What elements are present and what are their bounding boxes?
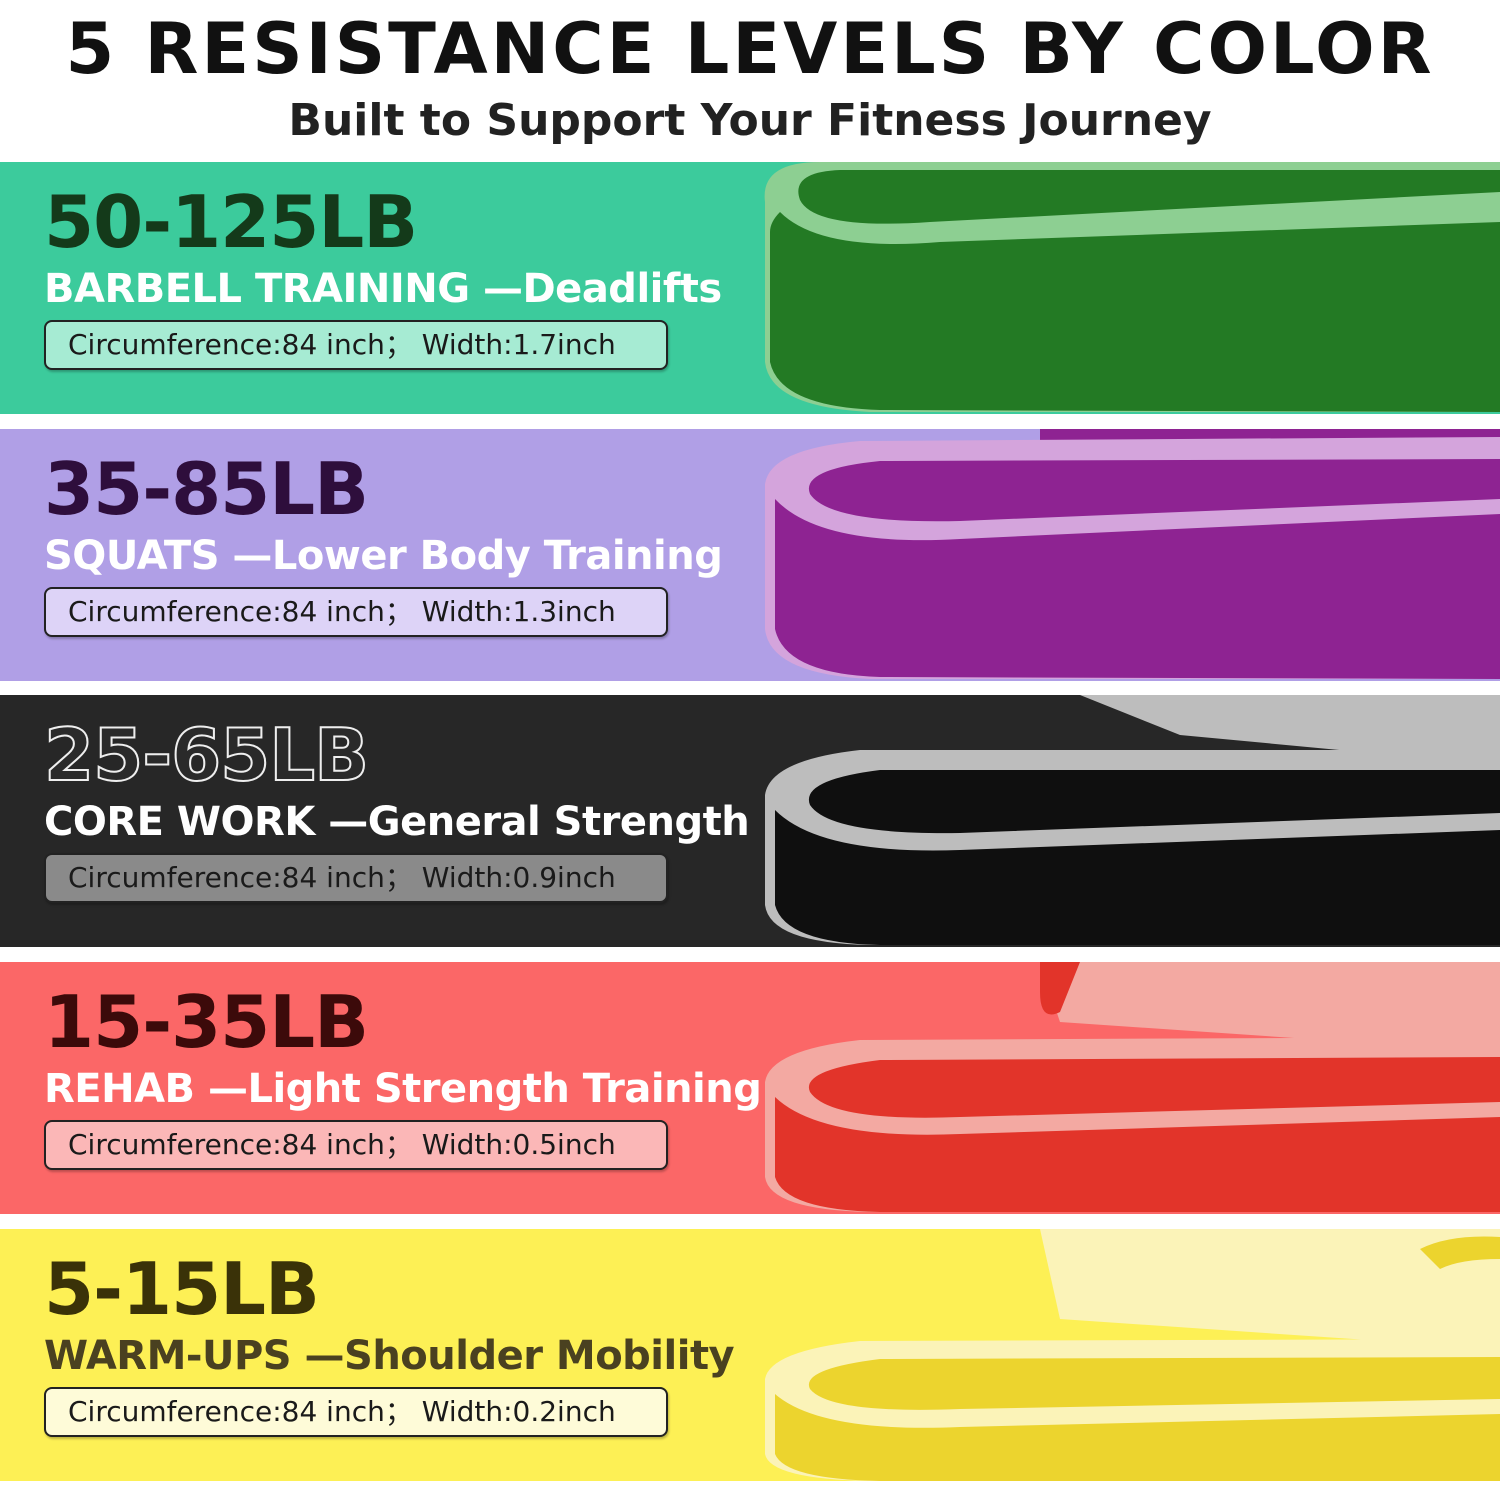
training-use: REHAB —Light Strength Training [44,1066,762,1112]
red-band-illustration [0,962,1500,1214]
weight-range: 35-85LB [44,447,369,531]
training-use: BARBELL TRAINING —Deadlifts [44,266,722,312]
page-title: 5 RESISTANCE LEVELS BY COLOR [65,8,1435,90]
training-use: SQUATS —Lower Body Training [44,533,723,579]
weight-range: 15-35LB [44,980,369,1064]
size-spec: Circumference:84 inch； Width:0.2inch [44,1387,668,1437]
size-spec: Circumference:84 inch； Width:0.9inch [44,853,668,903]
size-spec: Circumference:84 inch； Width:0.5inch [44,1120,668,1170]
size-spec: Circumference:84 inch； Width:1.3inch [44,587,668,637]
yellow-band-illustration [0,1229,1500,1481]
weight-range: 50-125LB [44,180,418,264]
green-band-illustration [0,162,1500,414]
band-row-red: 15-35LB REHAB —Light Strength Training C… [0,962,1500,1214]
weight-range: 5-15LB [44,1247,320,1331]
training-use: CORE WORK —General Strength [44,799,750,845]
header: 5 RESISTANCE LEVELS BY COLOR Built to Su… [0,0,1500,162]
weight-range: 25-65LB [43,712,370,798]
band-row-purple: 35-85LB SQUATS —Lower Body Training Circ… [0,429,1500,681]
size-spec: Circumference:84 inch； Width:1.7inch [44,320,668,370]
band-row-green: 50-125LB BARBELL TRAINING —Deadlifts Cir… [0,162,1500,414]
training-use: WARM-UPS —Shoulder Mobility [44,1333,735,1379]
page-subtitle: Built to Support Your Fitness Journey [288,95,1212,146]
black-band-illustration [0,695,1500,947]
band-row-black: 25-65LB CORE WORK —General Strength Circ… [0,695,1500,947]
purple-band-illustration [0,429,1500,681]
band-row-yellow: 5-15LB WARM-UPS —Shoulder Mobility Circu… [0,1229,1500,1481]
